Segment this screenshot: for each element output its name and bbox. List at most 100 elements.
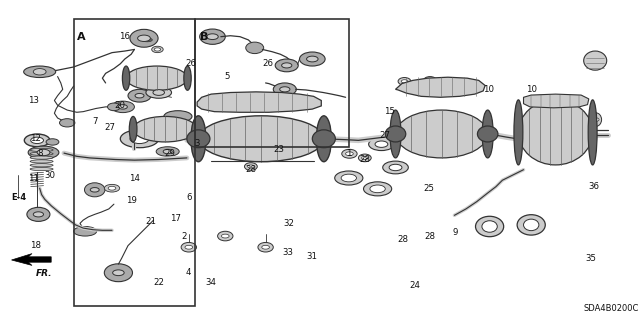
Polygon shape <box>524 94 589 108</box>
Text: 34: 34 <box>205 278 217 287</box>
Ellipse shape <box>27 207 50 221</box>
Text: 19: 19 <box>126 197 136 205</box>
Ellipse shape <box>358 154 371 162</box>
Ellipse shape <box>84 183 105 197</box>
Text: 11: 11 <box>28 174 39 183</box>
Text: 27: 27 <box>380 131 391 140</box>
Circle shape <box>591 118 599 122</box>
Polygon shape <box>12 254 51 265</box>
Ellipse shape <box>184 66 191 90</box>
Text: 13: 13 <box>28 96 39 105</box>
Circle shape <box>113 270 124 276</box>
Ellipse shape <box>142 38 152 42</box>
Ellipse shape <box>364 182 392 196</box>
Text: 1: 1 <box>346 149 351 158</box>
Ellipse shape <box>482 110 493 158</box>
Polygon shape <box>197 92 321 112</box>
Ellipse shape <box>24 66 56 78</box>
Circle shape <box>185 245 193 249</box>
Circle shape <box>118 105 127 109</box>
Text: 5: 5 <box>225 72 230 81</box>
Ellipse shape <box>342 149 357 158</box>
Text: 36: 36 <box>588 182 600 191</box>
Ellipse shape <box>369 138 394 151</box>
Ellipse shape <box>104 184 120 192</box>
Circle shape <box>248 165 254 168</box>
Text: 27: 27 <box>104 123 116 132</box>
Circle shape <box>130 134 149 144</box>
Ellipse shape <box>589 113 602 127</box>
Circle shape <box>307 56 318 62</box>
Ellipse shape <box>588 100 597 165</box>
Text: A: A <box>77 32 85 42</box>
Text: 28: 28 <box>424 232 436 241</box>
Ellipse shape <box>74 226 97 236</box>
Circle shape <box>401 80 408 83</box>
Circle shape <box>389 164 402 171</box>
Ellipse shape <box>200 29 225 44</box>
Ellipse shape <box>424 77 436 84</box>
Circle shape <box>33 69 46 75</box>
Text: 33: 33 <box>282 248 294 256</box>
Text: FR.: FR. <box>36 269 52 278</box>
Ellipse shape <box>451 86 466 95</box>
Circle shape <box>153 90 164 95</box>
Circle shape <box>33 212 44 217</box>
Ellipse shape <box>46 139 59 145</box>
Text: 7: 7 <box>92 117 97 126</box>
Ellipse shape <box>316 116 332 162</box>
Ellipse shape <box>335 171 363 185</box>
Text: 35: 35 <box>585 254 596 263</box>
Ellipse shape <box>383 161 408 174</box>
Ellipse shape <box>156 147 179 156</box>
Text: 21: 21 <box>145 217 156 226</box>
Ellipse shape <box>164 111 192 122</box>
Bar <box>195 19 349 147</box>
Ellipse shape <box>341 174 356 182</box>
Ellipse shape <box>30 156 53 159</box>
Circle shape <box>163 149 172 154</box>
Ellipse shape <box>187 130 210 148</box>
Ellipse shape <box>193 116 201 142</box>
Ellipse shape <box>130 29 158 47</box>
Text: 10: 10 <box>525 85 537 94</box>
Text: 10: 10 <box>483 85 495 94</box>
Text: 28: 28 <box>359 155 371 164</box>
Text: 32: 32 <box>284 219 295 228</box>
Ellipse shape <box>128 89 151 102</box>
Circle shape <box>442 83 454 89</box>
Ellipse shape <box>30 164 53 167</box>
Circle shape <box>108 186 116 190</box>
Ellipse shape <box>30 167 53 171</box>
Circle shape <box>154 48 161 51</box>
Text: 18: 18 <box>29 241 41 250</box>
Text: 20: 20 <box>115 101 126 110</box>
Ellipse shape <box>244 163 257 170</box>
Ellipse shape <box>524 219 539 231</box>
Ellipse shape <box>111 101 134 113</box>
Circle shape <box>138 35 150 41</box>
Ellipse shape <box>129 116 137 142</box>
Text: 4: 4 <box>186 268 191 277</box>
Ellipse shape <box>191 116 206 162</box>
Ellipse shape <box>385 126 406 142</box>
Ellipse shape <box>104 264 132 282</box>
Polygon shape <box>396 77 485 97</box>
Text: B: B <box>200 32 208 42</box>
Circle shape <box>280 87 290 92</box>
Circle shape <box>282 63 292 68</box>
Circle shape <box>375 141 388 147</box>
Circle shape <box>90 188 99 192</box>
Ellipse shape <box>60 119 75 127</box>
Text: 29: 29 <box>164 149 175 158</box>
Ellipse shape <box>146 87 172 98</box>
Ellipse shape <box>273 83 296 96</box>
Ellipse shape <box>514 100 523 165</box>
Text: 28: 28 <box>397 235 409 244</box>
Ellipse shape <box>126 66 188 90</box>
Ellipse shape <box>584 51 607 70</box>
Circle shape <box>362 156 368 160</box>
Ellipse shape <box>258 242 273 252</box>
Ellipse shape <box>434 78 462 94</box>
Text: 23: 23 <box>273 145 284 154</box>
